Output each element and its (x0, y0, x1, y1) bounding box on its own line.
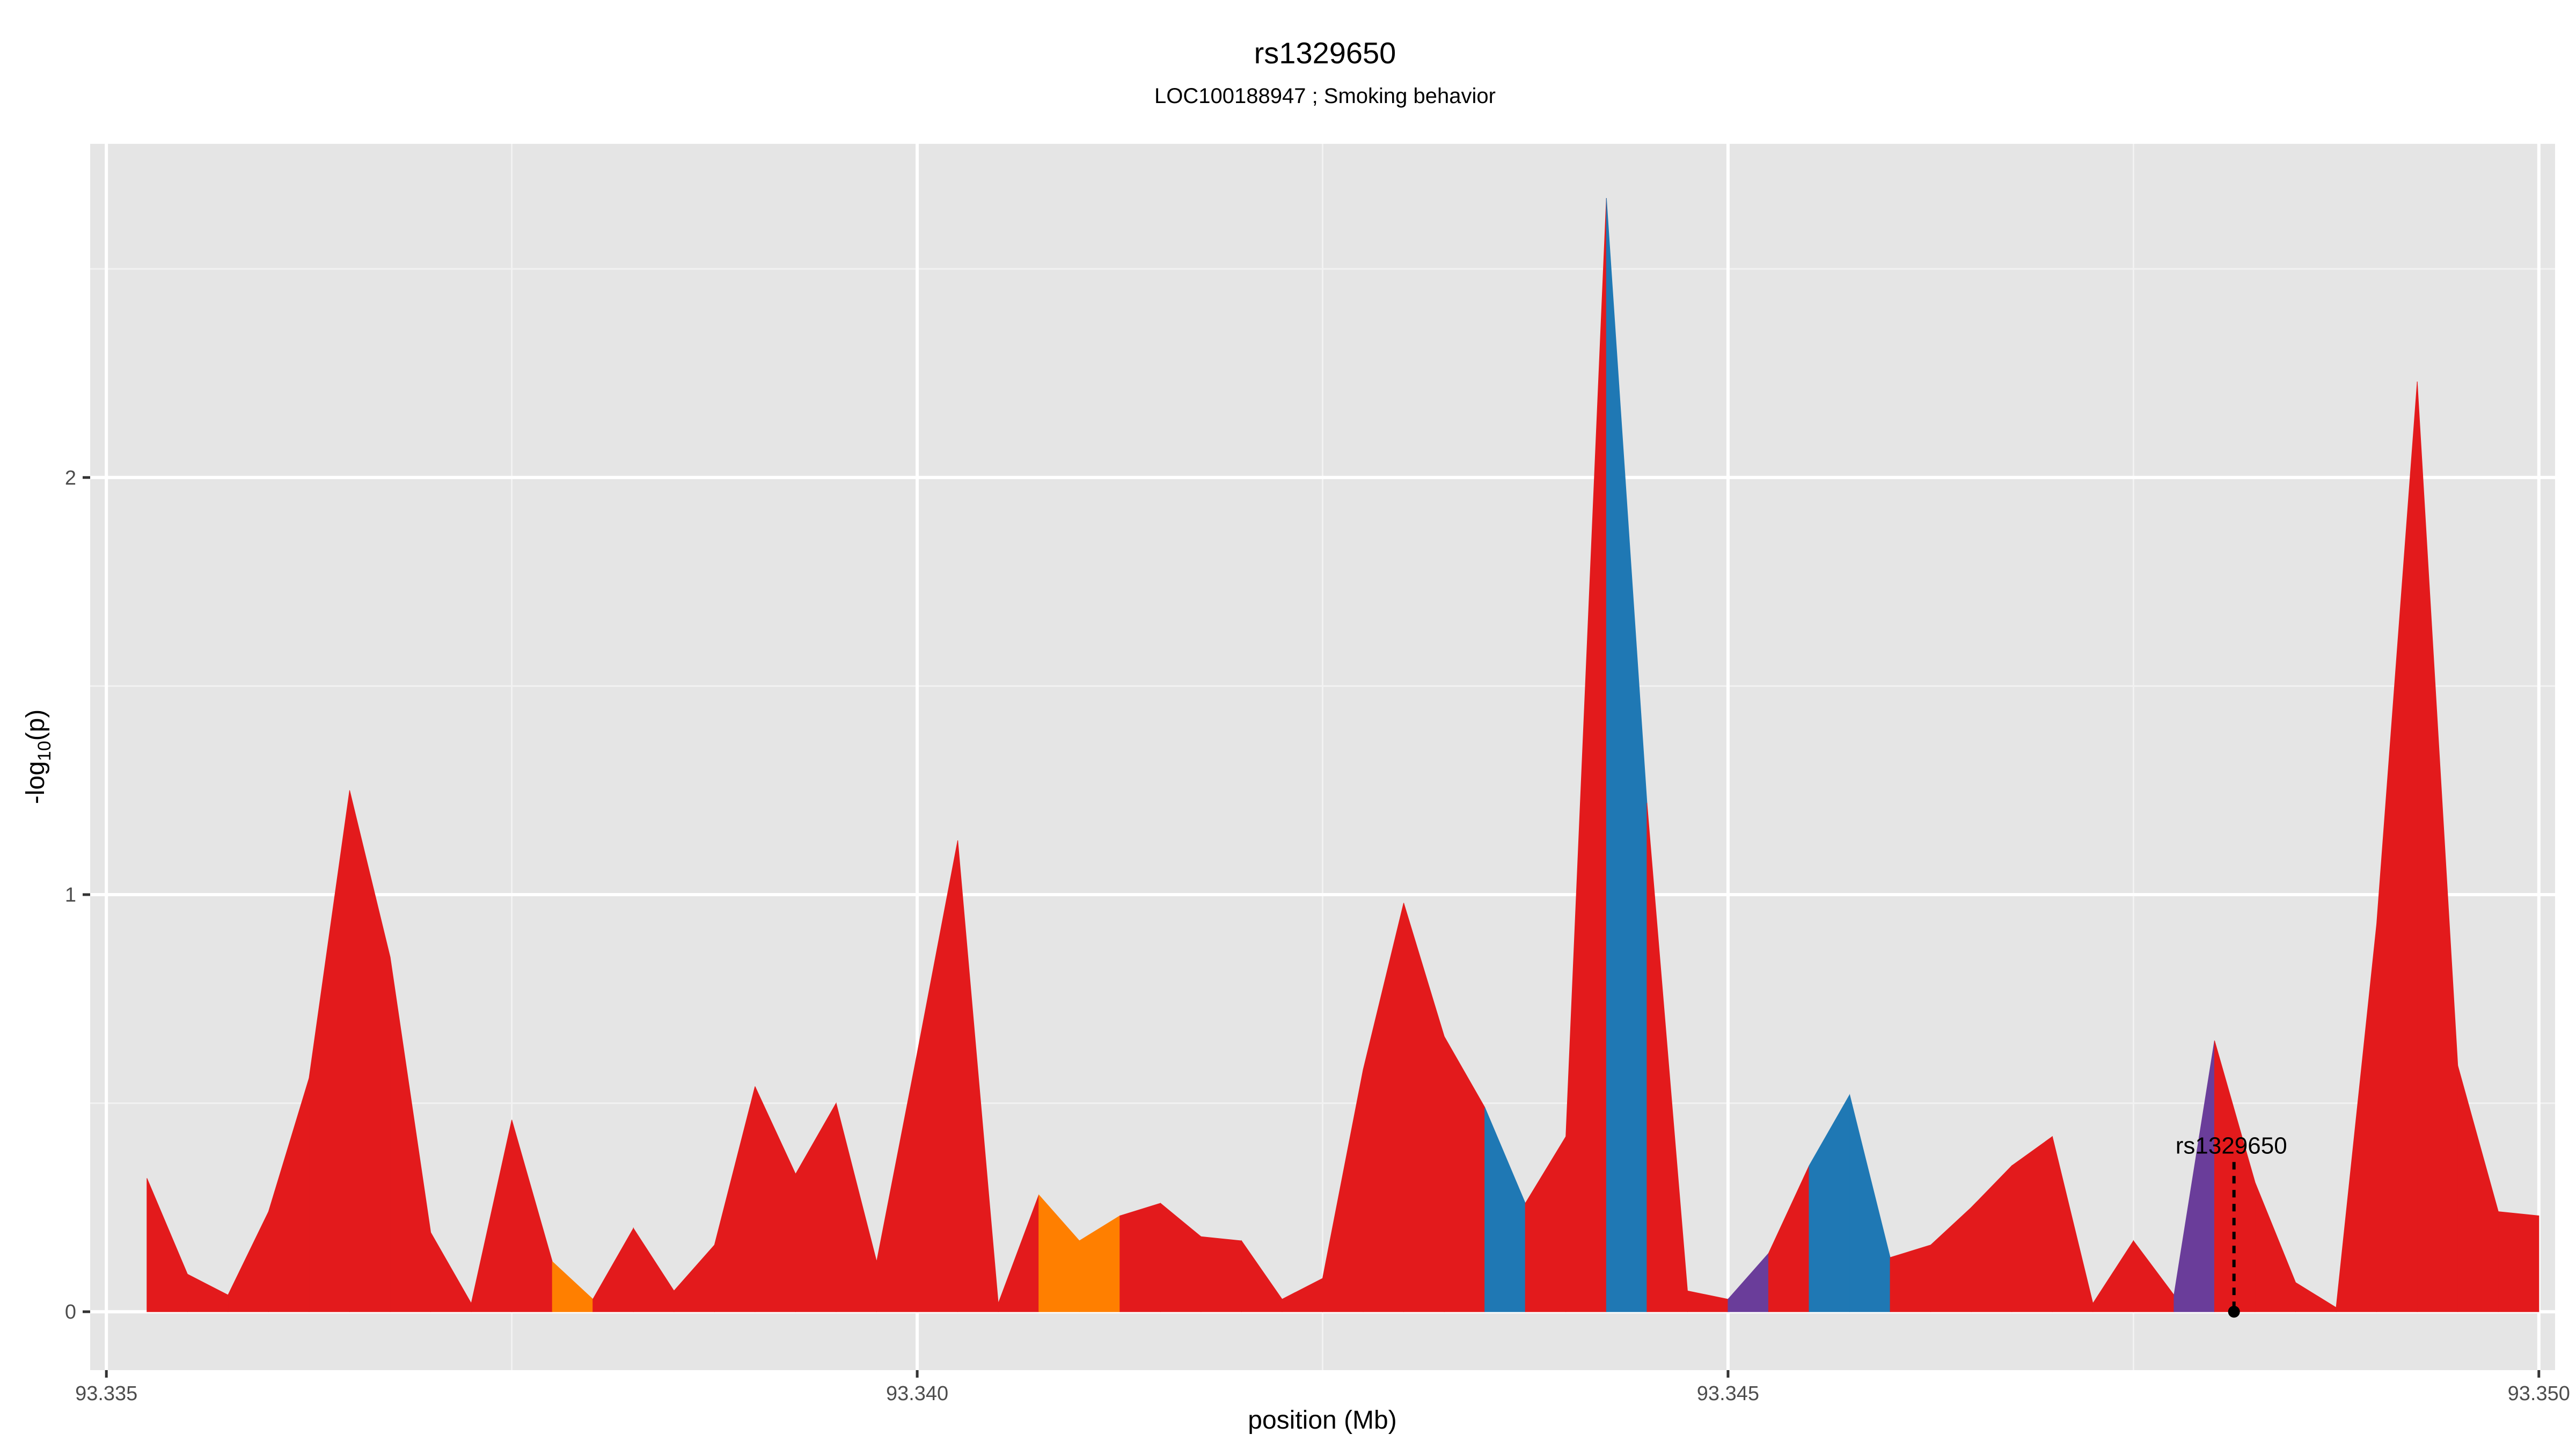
snp-annotation: rs1329650 (2176, 1132, 2287, 1318)
area-segment-red (2011, 1136, 2053, 1312)
y-tick-label: 0 (65, 1301, 76, 1323)
chart-title: rs1329650 (1254, 36, 1396, 70)
y-axis-label-subscript: 10 (34, 741, 55, 761)
x-tick-label: 93.340 (886, 1382, 948, 1405)
area-segments (147, 198, 2540, 1312)
x-tick-label: 93.335 (75, 1382, 137, 1405)
y-tick-label: 1 (65, 884, 76, 906)
area-segment-red (2498, 1211, 2540, 1312)
x-axis-label: position (Mb) (1248, 1406, 1396, 1435)
y-axis-label-main: -log (21, 761, 50, 804)
y-axis-label: -log10(p) (21, 709, 55, 804)
x-axis-ticks: 93.335 93.340 93.345 93.350 (75, 1370, 2570, 1405)
y-tick-label: 2 (65, 467, 76, 489)
y-axis-label-end: (p) (21, 709, 50, 741)
minor-gridlines (90, 144, 2555, 1370)
annotation-label: rs1329650 (2176, 1132, 2287, 1159)
x-tick-label: 93.350 (2508, 1382, 2570, 1405)
area-segment-red (1201, 1236, 1242, 1312)
area-segment-red (1119, 1203, 1161, 1312)
x-tick-label: 93.345 (1697, 1382, 1759, 1405)
chart-subtitle: LOC100188947 ; Smoking behavior (1154, 84, 1496, 108)
y-axis-ticks: 0 1 2 (65, 467, 90, 1323)
annotation-point (2228, 1306, 2240, 1318)
